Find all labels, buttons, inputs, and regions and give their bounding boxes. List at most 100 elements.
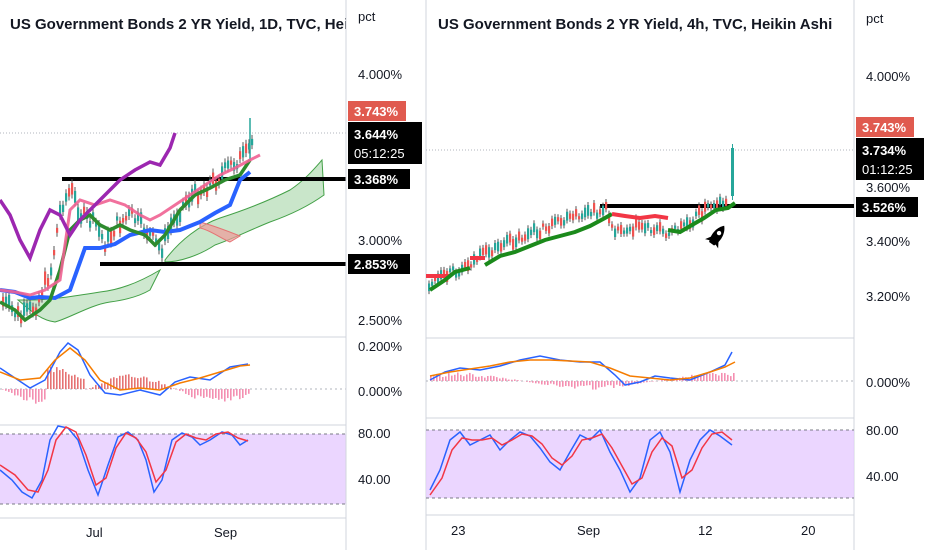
right-candle-body (584, 208, 586, 218)
left-price-tick: 3.000% (358, 233, 403, 248)
left-price-tick: 4.000% (358, 67, 403, 82)
left-macd-bar (212, 389, 214, 399)
right-candle-body (710, 204, 712, 208)
left-time-tick: Sep (214, 525, 237, 540)
right-macd-bar (592, 381, 594, 390)
right-macd-bar (475, 377, 477, 381)
left-macd-bar (17, 389, 19, 395)
right-macd-bar (718, 375, 720, 381)
right-stoch-band (426, 430, 854, 498)
left-macd-bar (203, 389, 205, 398)
right-macd-bar (460, 375, 462, 381)
right-candle-body (695, 212, 697, 217)
right-candle-body (560, 218, 562, 226)
left-macd-bar (179, 389, 181, 391)
right-macd-bar (496, 377, 498, 381)
right-candle-body (665, 233, 667, 238)
left-candle-body (107, 231, 109, 242)
right-candle-body (530, 230, 532, 235)
right-price-tick: 3.200% (866, 289, 911, 304)
right-tag-current-text: 3.734% (862, 143, 907, 158)
right-macd-bar (505, 378, 507, 381)
right-candle-body (572, 214, 574, 220)
right-candle-body (659, 222, 661, 231)
left-candle-body (50, 267, 52, 275)
left-macd-bar (53, 372, 55, 389)
left-macd-bar (128, 374, 130, 389)
left-macd-bar (89, 388, 91, 389)
left-candle-body (71, 183, 73, 194)
right-macd-bar (469, 373, 471, 381)
left-candle-body (89, 221, 91, 228)
left-candle-body (44, 271, 46, 284)
left-macd-bar (23, 389, 25, 400)
right-tag-level-text: 3.526% (862, 200, 907, 215)
left-macd-bar (44, 389, 46, 399)
right-macd-bar (466, 374, 468, 381)
left-macd-bar (233, 389, 235, 396)
right-candle-body (449, 268, 451, 272)
right-macd-bar (589, 381, 591, 385)
left-tag-countdown: 05:12:25 (354, 146, 405, 161)
right-macd-bar (463, 376, 465, 381)
right-candle-body (662, 229, 664, 234)
left-candle-body (62, 205, 64, 212)
right-macd-bar (586, 381, 588, 385)
right-macd-bar (715, 374, 717, 381)
left-macd-bar (74, 375, 76, 389)
left-candle-body (125, 216, 127, 221)
left-macd-bar (221, 389, 223, 399)
left-candle-body (101, 234, 103, 239)
right-candle-body (611, 224, 613, 227)
left-candle-body (110, 231, 112, 244)
right-candle-body (629, 227, 631, 231)
right-macd-bar (559, 381, 561, 387)
left-candle-body (134, 218, 136, 223)
right-macd-bar (544, 381, 546, 385)
right-candle-body (656, 225, 658, 231)
right-macd-bar (619, 381, 621, 386)
left-macd-line (0, 343, 248, 395)
left-candle-body (245, 144, 247, 153)
right-macd-bar (730, 376, 732, 381)
right-macd-bar (733, 373, 735, 381)
right-candle-body (638, 222, 640, 230)
left-macd-bar (227, 389, 229, 398)
left-macd-bar (62, 369, 64, 389)
right-macd-bar (514, 379, 516, 381)
right-macd-bar (532, 381, 534, 383)
left-macd-bar (68, 374, 70, 389)
left-candle-body (239, 151, 241, 159)
left-macd-bar (242, 389, 244, 398)
right-candle-body (650, 230, 652, 233)
right-time-tick: 20 (801, 523, 815, 538)
right-candle-body (536, 229, 538, 238)
right-macd-bar (613, 381, 615, 388)
left-macd-bar (35, 389, 37, 404)
right-macd-bar (538, 381, 540, 383)
right-macd-bar (595, 381, 597, 390)
right-candle-body (554, 217, 556, 225)
left-macd-bar (188, 389, 190, 395)
right-candle-body (548, 226, 550, 233)
left-macd-bar (161, 384, 163, 389)
left-candle-body (161, 249, 163, 258)
left-tag-current-text: 3.644% (354, 127, 399, 142)
right-candle-body (533, 223, 535, 232)
right-macd-bar (607, 381, 609, 385)
right-macd-bar (550, 381, 552, 384)
right-macd-bar (571, 381, 573, 387)
left-macd-bar (71, 376, 73, 389)
left-macd-bar (245, 389, 247, 395)
right-macd-bar (610, 381, 612, 385)
right-candle-body (575, 209, 577, 216)
right-candle-body (515, 237, 517, 247)
right-tag-last-text: 3.743% (862, 120, 907, 135)
right-candle-body (545, 226, 547, 230)
right-chart-title: US Government Bonds 2 YR Yield, 4h, TVC,… (438, 16, 832, 33)
right-macd-bar (502, 378, 504, 381)
left-macd-histogram (2, 367, 250, 404)
right-macd-bar (706, 373, 708, 381)
right-candle-body (557, 217, 559, 221)
left-macd-bar (194, 389, 196, 399)
